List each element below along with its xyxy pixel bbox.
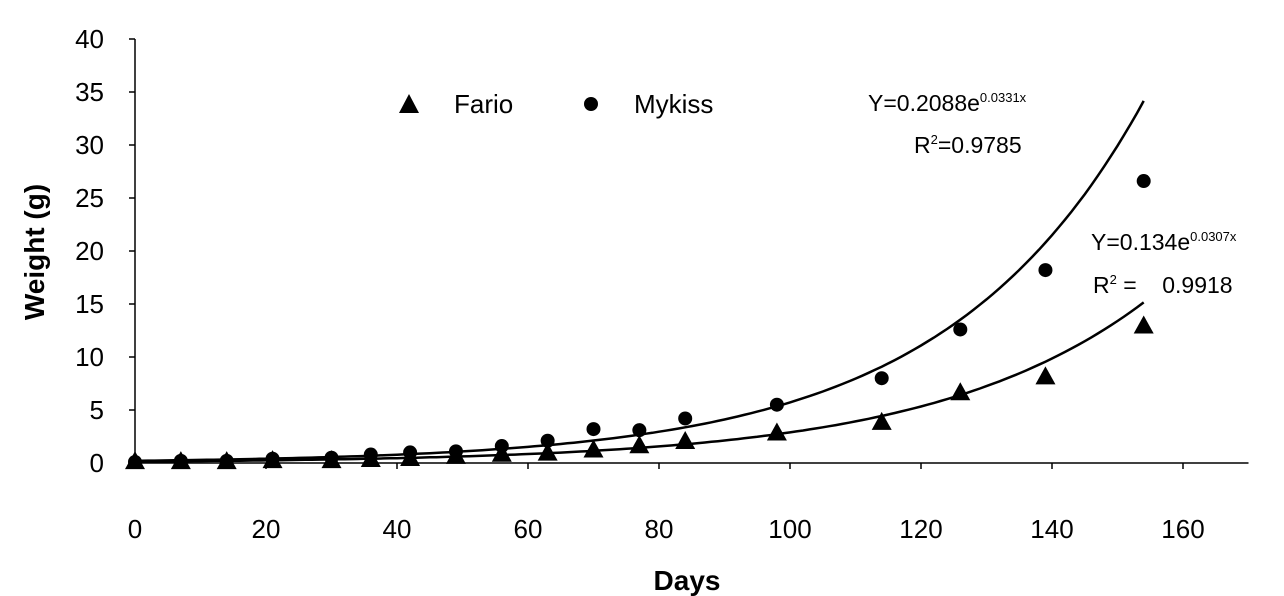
point-mykiss <box>265 451 280 466</box>
y-tick-label: 5 <box>90 395 104 425</box>
y-tick-label: 20 <box>75 236 104 266</box>
point-mykiss <box>586 422 601 437</box>
fario-equation-base: Y=0.134e <box>1091 229 1190 255</box>
x-tick-label: 120 <box>899 514 942 544</box>
point-fario <box>766 422 787 441</box>
point-fario <box>583 439 604 458</box>
point-fario <box>1035 366 1056 385</box>
point-mykiss <box>128 454 142 469</box>
point-fario <box>629 435 650 454</box>
fario-trend-equation: Y=0.134e0.0307x R2 = 0.9918 <box>1091 229 1237 298</box>
point-mykiss <box>363 447 378 462</box>
y-tick-label: 10 <box>75 342 104 372</box>
data-points <box>125 174 1154 470</box>
point-mykiss <box>448 444 463 459</box>
fario-r2-sup: 2 <box>1110 272 1117 287</box>
point-mykiss <box>632 423 647 438</box>
point-mykiss <box>1038 263 1053 278</box>
fario-equation-exponent: 0.0307x <box>1190 229 1237 244</box>
x-tick-label: 40 <box>383 514 412 544</box>
svg-text:Y=0.2088e0.0331x: Y=0.2088e0.0331x <box>868 90 1027 116</box>
x-axis-title: Days <box>654 565 721 596</box>
point-fario <box>675 431 696 449</box>
legend-mykiss-marker <box>584 97 598 111</box>
x-tick-label: 100 <box>768 514 811 544</box>
x-tick-label: 80 <box>645 514 674 544</box>
legend: Fario Mykiss <box>399 89 713 119</box>
point-fario <box>871 411 892 430</box>
mykiss-equation-exponent: 0.0331x <box>980 90 1027 105</box>
mykiss-r2-sup: 2 <box>931 132 938 147</box>
y-tick-label: 40 <box>75 24 104 54</box>
point-fario <box>950 382 971 401</box>
y-tick-label: 30 <box>75 130 104 160</box>
point-mykiss <box>678 411 693 426</box>
mykiss-equation-base: Y=0.2088e <box>868 90 980 116</box>
y-tick-label: 15 <box>75 289 104 319</box>
point-mykiss <box>1136 174 1151 189</box>
point-mykiss <box>874 371 889 386</box>
x-tick-label: 0 <box>128 514 142 544</box>
legend-fario-label: Fario <box>454 89 513 119</box>
mykiss-trend-equation: Y=0.2088e0.0331x R2=0.9785 <box>868 90 1027 158</box>
axes: 0 20 40 60 80 100 120 140 160 0 5 10 15 20 25 30 35 40 <box>75 24 1249 544</box>
y-axis-title: Weight (g) <box>19 184 50 320</box>
x-tick-label: 20 <box>252 514 281 544</box>
point-mykiss <box>540 433 555 448</box>
point-fario <box>537 442 558 461</box>
x-tick-label: 160 <box>1161 514 1204 544</box>
point-mykiss <box>953 322 968 337</box>
legend-mykiss-label: Mykiss <box>634 89 713 119</box>
legend-fario-marker <box>399 94 419 113</box>
svg-text:Y=0.134e0.0307x: Y=0.134e0.0307x <box>1091 229 1237 255</box>
x-tick-label: 140 <box>1030 514 1073 544</box>
y-tick-label: 35 <box>75 77 104 107</box>
svg-text:R2=0.9785: R2=0.9785 <box>914 132 1022 158</box>
fario-r2-label: R <box>1093 272 1110 298</box>
x-tick-label: 60 <box>514 514 543 544</box>
y-tick-label: 0 <box>90 448 104 478</box>
mykiss-r2-value: =0.9785 <box>938 132 1022 158</box>
point-mykiss <box>494 439 509 454</box>
point-mykiss <box>403 445 418 460</box>
point-mykiss <box>173 453 188 468</box>
point-mykiss <box>219 453 234 468</box>
point-mykiss <box>324 450 339 465</box>
y-tick-label: 25 <box>75 183 104 213</box>
svg-text:R2 = 0.9918: R2 = 0.9918 <box>1093 272 1233 298</box>
point-fario <box>1133 315 1154 334</box>
point-mykiss <box>769 397 784 412</box>
mykiss-r2-label: R <box>914 132 931 158</box>
fario-r2-value: = 0.9918 <box>1117 272 1233 298</box>
